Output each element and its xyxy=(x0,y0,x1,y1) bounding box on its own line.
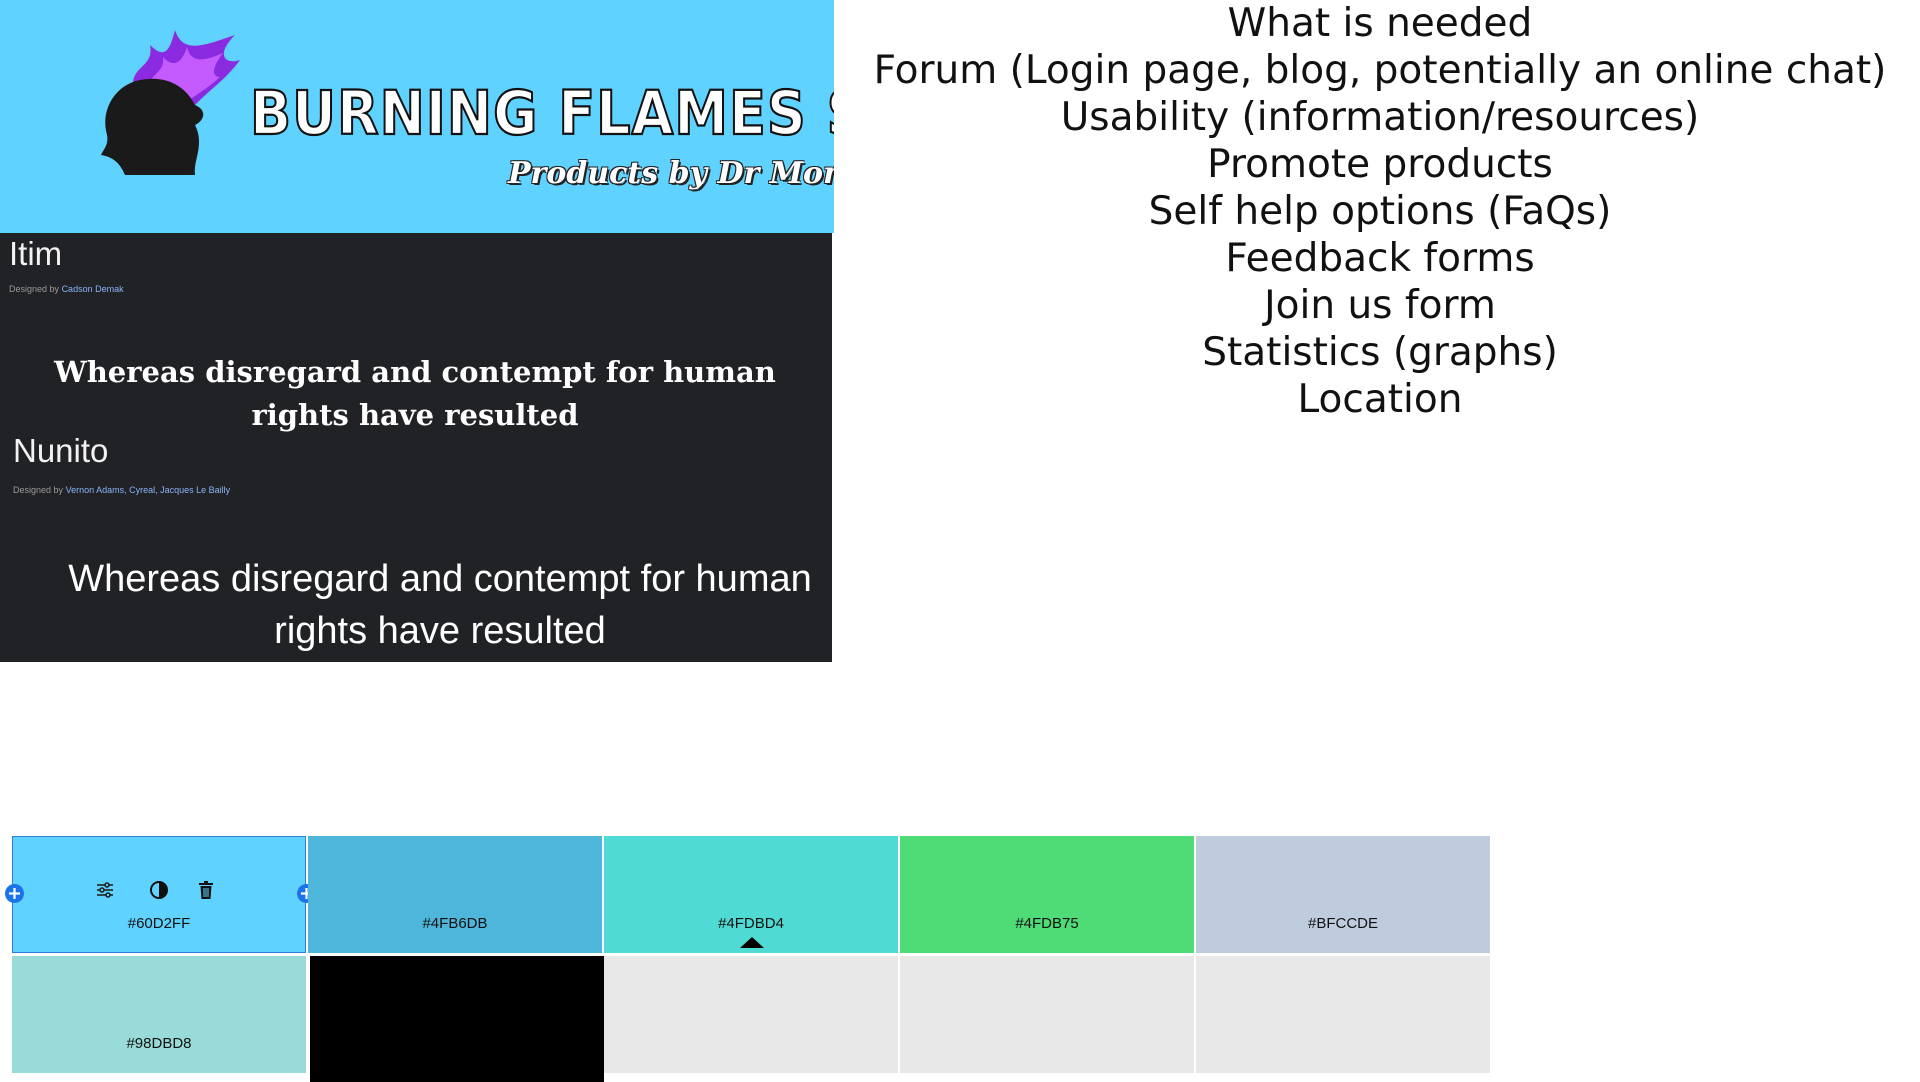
font1-designer-link[interactable]: Cadson Demak xyxy=(61,284,124,294)
color-swatch-5[interactable]: #BFCCDE xyxy=(1196,836,1490,953)
font1-designer-credit: Designed by Cadson Demak xyxy=(9,284,124,294)
font1-name[interactable]: Itim xyxy=(9,235,63,272)
font2-sample-text: Whereas disregard and contempt for human… xyxy=(68,558,812,652)
selection-caret-icon xyxy=(740,937,764,948)
color-swatch-6[interactable]: #98DBD8 xyxy=(12,956,306,1073)
designed-by-label: Designed by xyxy=(9,284,60,294)
swatch-hex-label: #4FB6DB xyxy=(422,915,488,932)
color-swatch-7[interactable] xyxy=(310,956,604,1082)
requirement-item: Usability (information/resources) xyxy=(1060,95,1700,140)
font2-designer-credit: Designed by Vernon Adams, Cyreal, Jacque… xyxy=(13,485,230,495)
swatch-toolbar xyxy=(12,880,306,900)
swatch-hex-label: #60D2FF xyxy=(127,915,191,932)
color-swatch-1[interactable]: #60D2FF xyxy=(12,836,306,953)
swatch-hex-label: #4FDB75 xyxy=(1015,915,1079,932)
swatch-hex-label: #4FDBD4 xyxy=(718,915,784,932)
font1-sample-text: Whereas disregard and contempt for human… xyxy=(54,355,776,432)
font-specimen-panel: Itim Designed by Cadson Demak Whereas di… xyxy=(0,233,832,662)
requirement-item: Join us form xyxy=(1264,283,1496,328)
color-swatch-4[interactable]: #4FDB75 xyxy=(900,836,1194,953)
color-palette: #60D2FF #4FB6DB #4FDBD4 #4FDB75 #BFCCDE … xyxy=(5,836,1498,1082)
trash-icon[interactable] xyxy=(196,880,216,900)
requirement-item: Location xyxy=(1297,377,1463,422)
flaming-head-logo xyxy=(101,30,240,175)
contrast-icon[interactable] xyxy=(149,880,169,900)
requirement-item: Forum (Login page, blog, potentially an … xyxy=(873,48,1887,93)
requirement-item: Self help options (FaQs) xyxy=(1148,189,1612,234)
sliders-icon[interactable] xyxy=(95,880,115,900)
empty-swatch[interactable] xyxy=(1196,956,1490,1073)
requirements-list: What is needed Forum (Login page, blog, … xyxy=(840,0,1920,423)
swatch-hex-label: #BFCCDE xyxy=(1307,915,1378,932)
font2-name[interactable]: Nunito xyxy=(13,432,109,469)
requirements-heading: What is needed xyxy=(1227,1,1533,46)
plus-icon xyxy=(9,888,20,899)
empty-swatch[interactable] xyxy=(604,956,898,1073)
brand-subtitle: Products by Dr Monty xyxy=(508,156,834,191)
logo-banner: BURNING FLAMES SODA Products by Dr Monty xyxy=(0,0,834,233)
brand-title: BURNING FLAMES SODA xyxy=(249,77,834,150)
requirement-item: Statistics (graphs) xyxy=(1202,330,1558,375)
font2-designer-link[interactable]: Vernon Adams, Cyreal, Jacques Le Bailly xyxy=(65,485,231,495)
add-color-left-button[interactable] xyxy=(5,884,24,903)
empty-swatch[interactable] xyxy=(900,956,1194,1073)
requirement-item: Feedback forms xyxy=(1225,236,1535,281)
head-silhouette xyxy=(101,78,204,175)
color-swatch-3[interactable]: #4FDBD4 xyxy=(604,836,898,953)
swatch-hex-label: #98DBD8 xyxy=(126,1035,192,1052)
color-swatch-2[interactable]: #4FB6DB xyxy=(308,836,602,953)
designed-by-label: Designed by xyxy=(13,485,64,495)
requirement-item: Promote products xyxy=(1207,142,1553,187)
